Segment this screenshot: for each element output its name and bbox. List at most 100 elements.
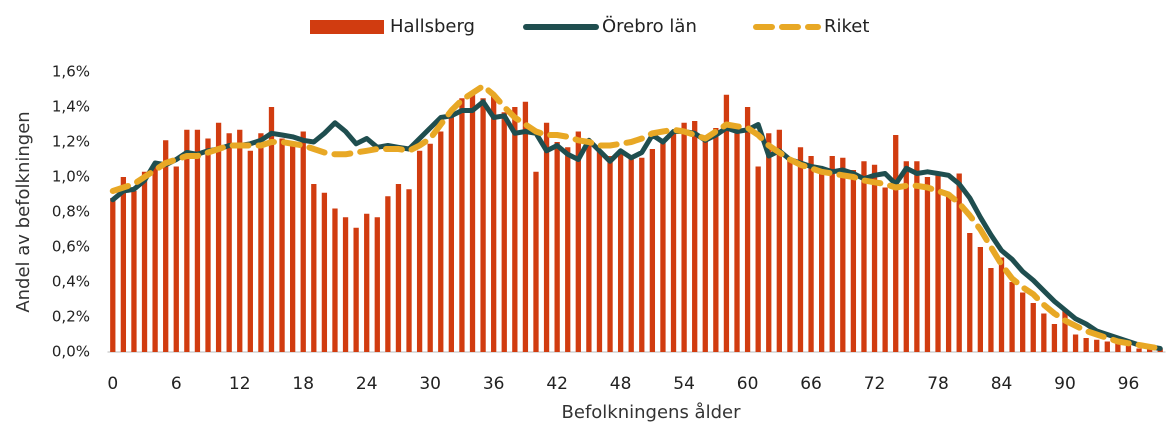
bar — [152, 164, 158, 352]
y-tick-label: 1,6% — [52, 63, 90, 81]
bar — [840, 157, 846, 352]
bar — [427, 143, 433, 352]
bar — [639, 157, 645, 352]
x-axis-title: Befolkningens ålder — [562, 402, 742, 423]
bar — [184, 129, 190, 352]
x-tick-label: 42 — [546, 374, 568, 394]
y-tick-label: 1,2% — [52, 133, 90, 151]
x-tick-label: 18 — [292, 374, 314, 394]
bar — [226, 133, 232, 352]
bar — [406, 189, 412, 352]
x-tick-label: 90 — [1054, 374, 1076, 394]
bar — [438, 131, 444, 352]
bar — [797, 147, 804, 352]
bar — [850, 170, 857, 352]
bar — [1020, 292, 1026, 352]
bar — [258, 133, 264, 352]
bar — [279, 138, 285, 352]
bar — [268, 107, 275, 352]
bar — [1062, 310, 1068, 352]
bar — [205, 138, 211, 352]
bar — [617, 152, 624, 352]
line-series — [109, 83, 1164, 352]
bar — [787, 159, 793, 352]
bar — [776, 129, 782, 352]
x-tick-label: 54 — [673, 374, 695, 394]
bar — [416, 150, 423, 352]
y-tick-label: 0,2% — [52, 308, 90, 326]
bar — [491, 94, 497, 352]
bar — [670, 133, 677, 352]
line-series — [110, 99, 1163, 351]
bar — [1051, 324, 1058, 352]
bar — [702, 138, 708, 352]
y-axis-title: Andel av befolkningen — [13, 111, 34, 312]
y-tick-label: 0,8% — [52, 203, 90, 221]
x-tick-label: 96 — [1118, 374, 1140, 394]
bar — [660, 142, 666, 352]
bar — [1136, 348, 1142, 352]
legend-label: Örebro län — [602, 15, 697, 37]
bar — [1009, 282, 1015, 352]
bar — [1083, 338, 1089, 352]
bar — [374, 217, 380, 352]
bar — [110, 198, 116, 352]
legend-label: Riket — [824, 16, 869, 37]
bar — [141, 171, 148, 352]
bar — [120, 177, 127, 352]
bar — [1094, 339, 1100, 352]
bar — [342, 217, 349, 352]
bar — [819, 170, 825, 352]
y-tick-label: 1,0% — [52, 168, 90, 186]
bar — [395, 184, 402, 352]
bar — [575, 131, 581, 352]
x-tick-label: 48 — [610, 374, 632, 394]
bar — [173, 166, 179, 352]
bar — [935, 175, 941, 352]
bar — [766, 133, 772, 352]
bar — [1041, 313, 1047, 352]
bar — [882, 187, 888, 352]
x-tick-label: 84 — [991, 374, 1013, 394]
bar — [501, 112, 507, 352]
bar — [596, 150, 603, 352]
bar — [829, 156, 835, 352]
y-tick-label: 0,0% — [52, 343, 90, 361]
y-tick-label: 0,6% — [52, 238, 90, 256]
bar — [956, 173, 962, 352]
legend-swatch — [310, 20, 384, 34]
bar — [237, 129, 243, 352]
x-tick-label: 72 — [864, 374, 886, 394]
bar — [543, 122, 550, 352]
bar — [565, 147, 571, 352]
bar — [311, 184, 317, 352]
bar — [903, 161, 909, 352]
bar — [1030, 303, 1036, 352]
bar — [533, 171, 539, 352]
bar — [469, 94, 476, 352]
y-tick-label: 1,4% — [52, 98, 90, 116]
bar — [353, 227, 359, 352]
bar — [131, 191, 137, 352]
bar — [914, 161, 920, 352]
bar — [977, 247, 983, 352]
bar — [998, 257, 1005, 352]
x-tick-label: 6 — [171, 374, 182, 394]
bar — [364, 213, 370, 352]
bar — [649, 149, 656, 352]
x-tick-label: 66 — [800, 374, 822, 394]
bar — [215, 122, 222, 352]
bar — [734, 133, 740, 352]
x-tick-label: 36 — [483, 374, 505, 394]
bar — [459, 98, 465, 352]
bar — [554, 142, 560, 352]
bar — [332, 208, 338, 352]
bar — [321, 192, 328, 352]
bar — [163, 140, 169, 352]
bar — [300, 131, 306, 352]
bar — [871, 164, 878, 352]
bar — [723, 94, 730, 352]
bar — [713, 128, 719, 352]
bar — [1104, 341, 1110, 352]
